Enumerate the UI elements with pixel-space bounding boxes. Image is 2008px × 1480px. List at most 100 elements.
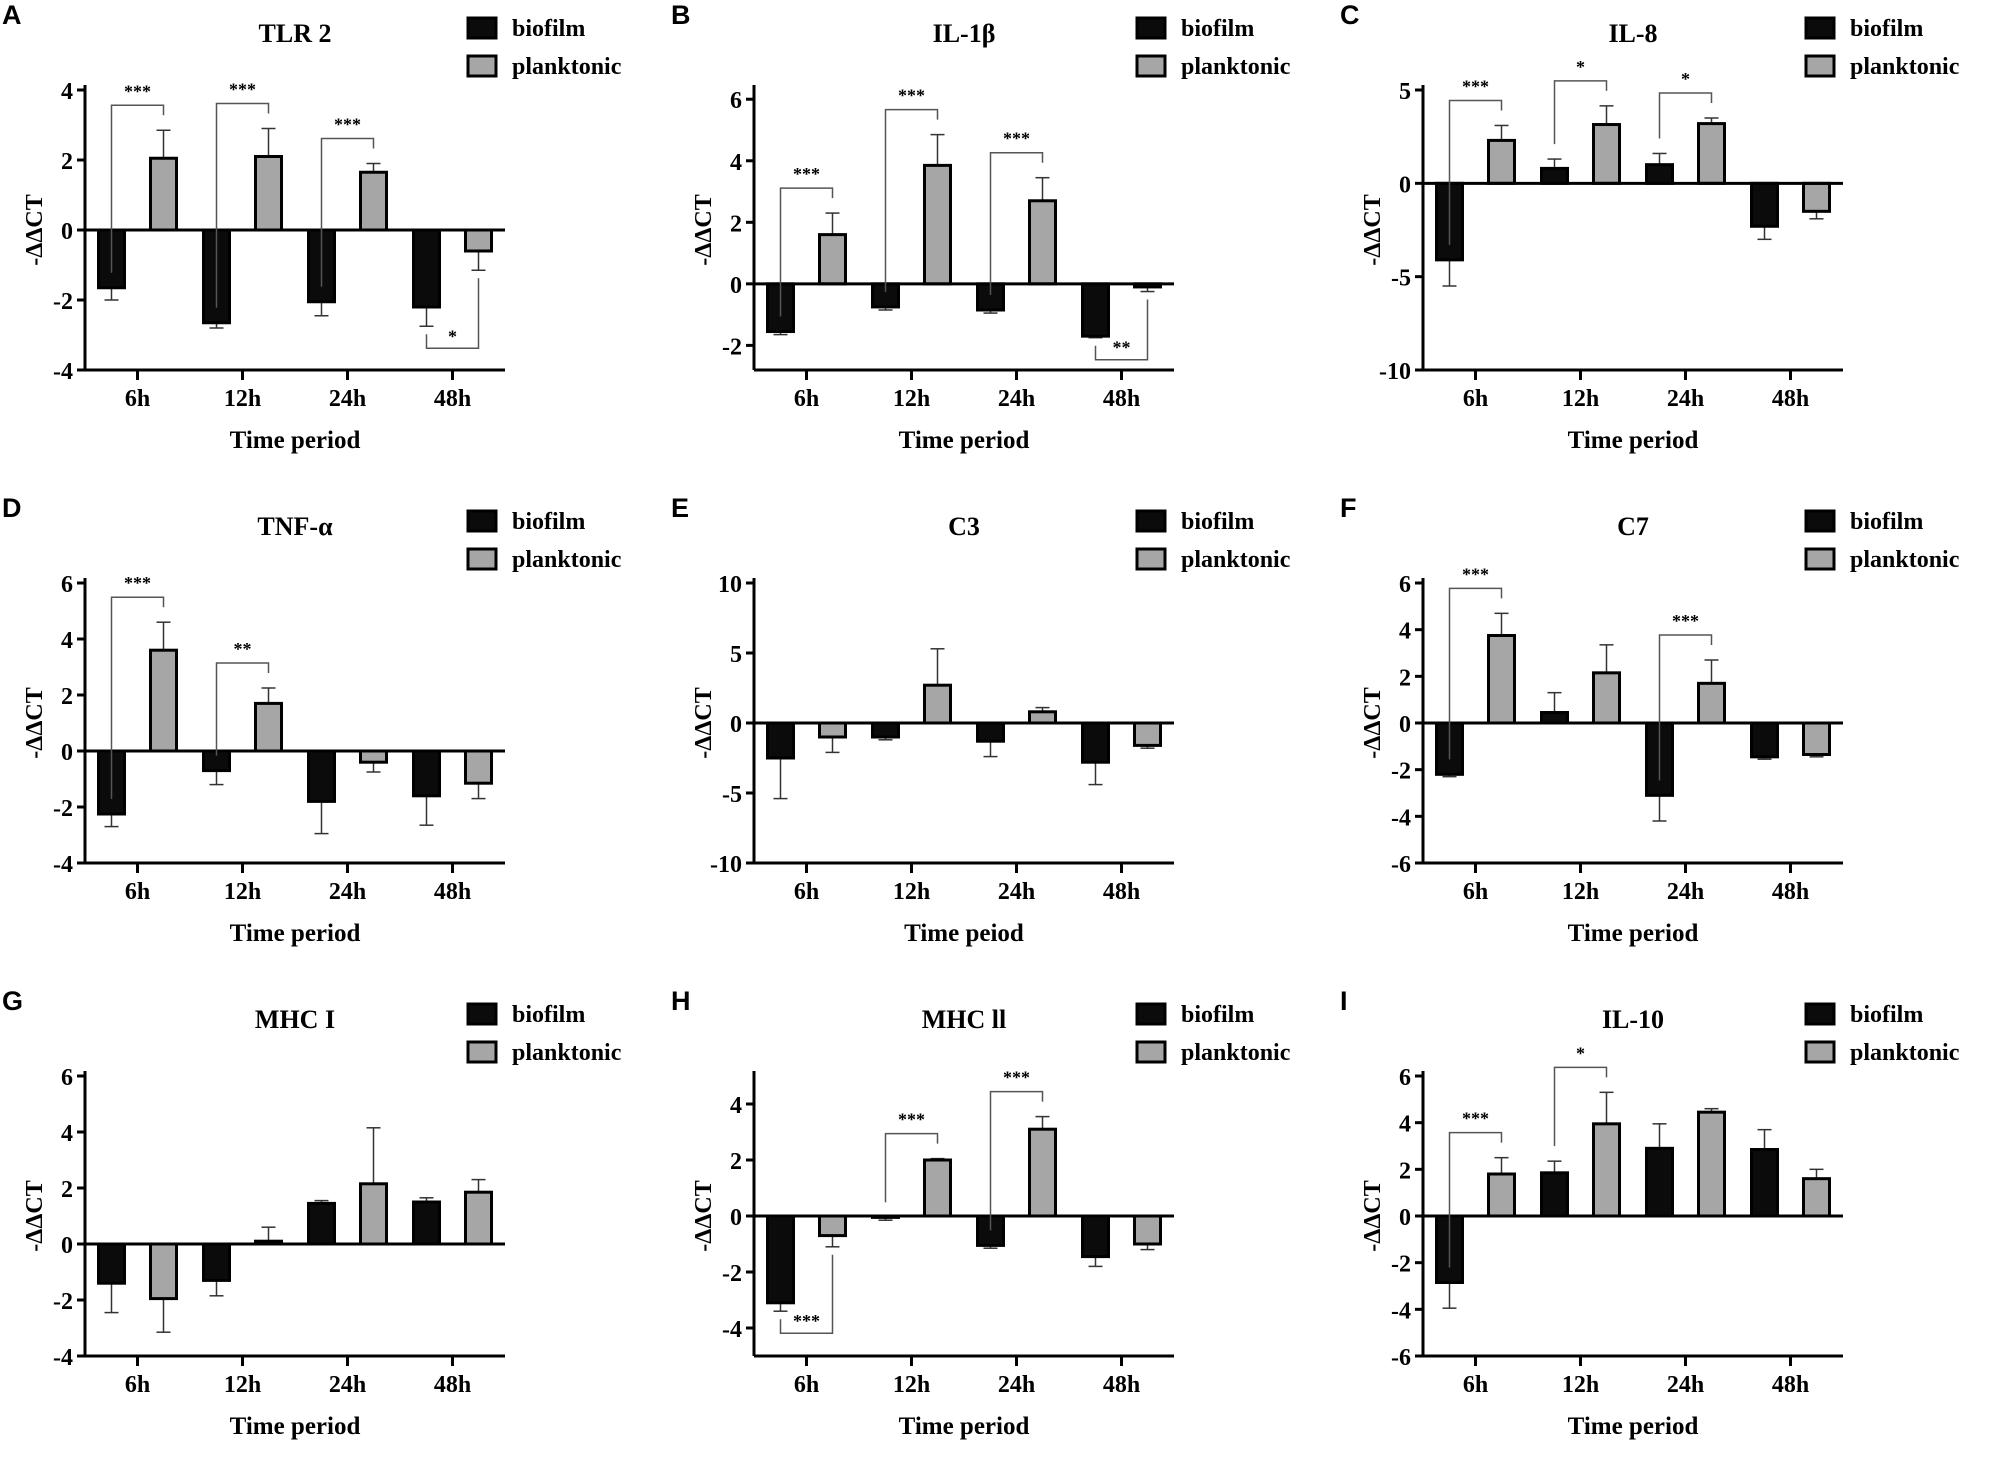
x-axis-label: Time period [230, 1413, 361, 1440]
legend-swatch-planktonic [1135, 1040, 1167, 1064]
bar-planktonic [1697, 681, 1726, 725]
x-tick-label: 48h [1772, 879, 1809, 905]
y-tick-label: -2 [53, 796, 73, 822]
bar-planktonic [464, 749, 493, 785]
bar-planktonic [149, 648, 178, 753]
x-axis-label: Time period [230, 427, 361, 454]
x-axis-label: Time peiod [904, 920, 1024, 947]
legend-label-planktonic: planktonic [1850, 547, 1960, 573]
panel-label: A [2, 0, 22, 30]
significance-label: *** [898, 1110, 925, 1130]
y-tick-label: -2 [53, 289, 73, 315]
x-tick-label: 48h [434, 1372, 471, 1398]
x-tick-label: 12h [893, 386, 930, 412]
legend-swatch-planktonic [1135, 547, 1167, 571]
chart-title: TNF-α [257, 512, 333, 541]
y-tick-label: 0 [61, 1233, 73, 1259]
significance-bracket [1448, 1131, 1503, 1268]
significance-label: *** [1003, 129, 1030, 149]
bar-biofilm [1081, 1214, 1110, 1259]
bar-planktonic [923, 1158, 952, 1218]
legend-label-planktonic: planktonic [1181, 547, 1291, 573]
x-axis-label: Time period [1568, 920, 1699, 947]
bar-planktonic [359, 749, 388, 764]
panel-label: E [671, 493, 690, 523]
chart-title: IL-1β [933, 19, 996, 48]
bar-planktonic [818, 1214, 847, 1238]
significance-bracket [215, 102, 270, 308]
y-axis-label: -ΔΔCT [691, 194, 717, 265]
y-tick-label: 2 [61, 1177, 73, 1203]
y-tick-label: 4 [61, 79, 73, 105]
bar-planktonic [923, 683, 952, 725]
significance-label: *** [1462, 564, 1489, 584]
x-tick-label: 48h [1103, 386, 1140, 412]
chart-title: C7 [1617, 512, 1649, 541]
bar-planktonic [1133, 1214, 1162, 1246]
chart-title: IL-8 [1608, 19, 1657, 48]
chart-svg: IL-1β biofilm planktonic -2 0 2 4 6 -ΔΔCT 6h 12h 24… [691, 16, 1291, 454]
significance-bracket [1658, 634, 1713, 781]
legend-label-biofilm: biofilm [1850, 509, 1923, 535]
legend-label-planktonic: planktonic [512, 54, 622, 80]
x-tick-label: 6h [794, 879, 819, 905]
x-tick-label: 48h [1772, 1372, 1809, 1398]
bar-biofilm [766, 1214, 795, 1305]
bar-planktonic [1802, 1177, 1831, 1218]
panel-label: B [671, 0, 691, 30]
bar-biofilm [1750, 1148, 1779, 1218]
y-axis-label: -ΔΔCT [691, 1180, 717, 1251]
significance-label: *** [793, 1311, 820, 1331]
y-tick-label: 2 [730, 211, 742, 237]
chart-svg: IL-8 biofilm planktonic -10 -5 0 5 -ΔΔCT 6h 12h 24… [1360, 16, 1960, 454]
legend-swatch-biofilm [1135, 16, 1167, 40]
bar-planktonic [1133, 721, 1162, 747]
legend-swatch-planktonic [1135, 54, 1167, 78]
significance-bracket [425, 278, 480, 349]
y-axis-label: -ΔΔCT [1360, 687, 1386, 758]
y-tick-label: -5 [722, 782, 742, 808]
bar-biofilm [202, 1242, 231, 1282]
x-tick-label: 48h [1772, 386, 1809, 412]
bar-planktonic [359, 170, 388, 232]
x-axis-label: Time period [230, 920, 361, 947]
legend-label-biofilm: biofilm [512, 1002, 585, 1028]
y-axis-label: -ΔΔCT [691, 687, 717, 758]
y-tick-label: -4 [1391, 805, 1411, 831]
significance-bracket [1553, 1066, 1608, 1147]
legend-label-biofilm: biofilm [512, 509, 585, 535]
bar-biofilm [1540, 166, 1569, 185]
legend-label-planktonic: planktonic [512, 547, 622, 573]
y-tick-label: 0 [61, 740, 73, 766]
panel-label: H [671, 986, 691, 1016]
x-tick-label: 24h [1667, 386, 1704, 412]
significance-label: *** [124, 81, 151, 101]
x-tick-label: 48h [434, 879, 471, 905]
y-tick-label: 6 [61, 572, 73, 598]
y-tick-label: -4 [722, 1317, 742, 1343]
x-tick-label: 24h [329, 386, 366, 412]
bar-biofilm [1750, 721, 1779, 759]
chart-panel-g: G MHC I biofilm planktonic -4 -2 0 2 4 6 -ΔΔCT 6h 12… [0, 986, 669, 1479]
bar-planktonic [1697, 1110, 1726, 1218]
bar-planktonic [149, 1242, 178, 1301]
x-tick-label: 6h [125, 879, 150, 905]
legend-swatch-biofilm [1804, 16, 1836, 40]
bar-biofilm [1750, 181, 1779, 228]
bar-planktonic [254, 155, 283, 232]
chart-svg: MHC ll biofilm planktonic -4 -2 0 2 4 -ΔΔCT 6h 12h… [691, 1002, 1291, 1440]
legend-swatch-biofilm [466, 509, 498, 533]
y-tick-label: 0 [730, 1205, 742, 1231]
bar-biofilm [1081, 721, 1110, 764]
panel-label: G [2, 986, 24, 1016]
x-tick-label: 6h [125, 1372, 150, 1398]
y-tick-label: 0 [61, 219, 73, 245]
y-tick-label: 10 [718, 572, 742, 598]
x-tick-label: 12h [1562, 1372, 1599, 1398]
x-tick-label: 24h [329, 879, 366, 905]
bar-biofilm [1645, 1146, 1674, 1218]
y-tick-label: -5 [1391, 266, 1411, 292]
bar-planktonic [149, 156, 178, 232]
legend-swatch-biofilm [466, 1002, 498, 1026]
bar-planktonic [1802, 721, 1831, 756]
